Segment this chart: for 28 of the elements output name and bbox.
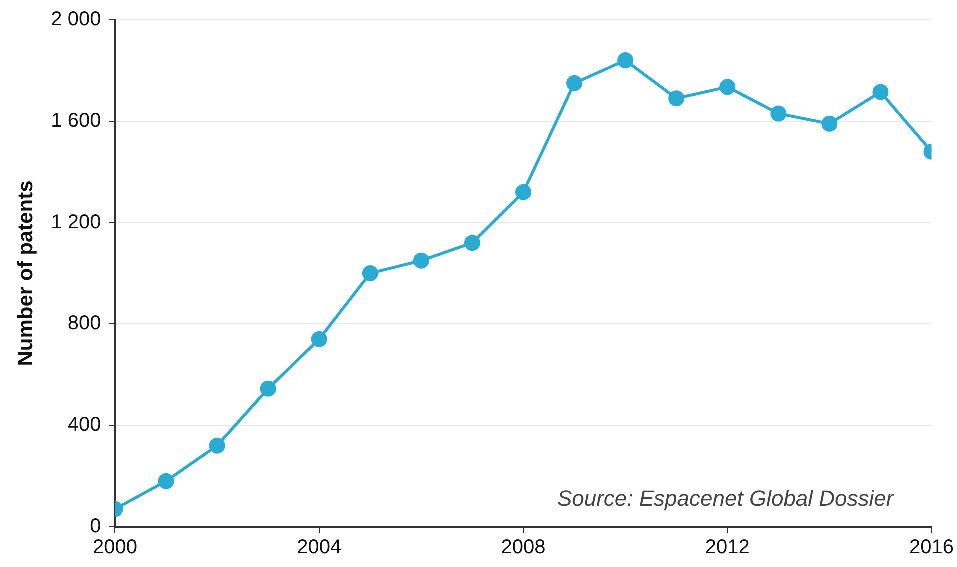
point (311, 331, 328, 348)
y-tick-label: 1 200 (51, 211, 102, 234)
x-tick-label: 2016 (910, 536, 954, 559)
point (260, 380, 276, 397)
y-tick-label: 800 (68, 312, 102, 335)
x-tick-label: 2000 (93, 536, 138, 559)
point (209, 438, 226, 454)
point (516, 184, 532, 200)
y-tick-label: 1 600 (51, 110, 102, 132)
point (362, 266, 378, 282)
y-axis-title: Number of patents (14, 180, 38, 366)
y-tick-label: 2 000 (51, 8, 102, 31)
point (464, 235, 480, 252)
point (566, 75, 583, 92)
point (822, 116, 838, 132)
x-tick-label: 2004 (297, 536, 342, 559)
annotation: Source: Espacenet Global Dossier (557, 486, 896, 512)
point (770, 106, 787, 122)
y-tick-label: 0 (90, 516, 102, 538)
point (158, 473, 174, 490)
point (618, 52, 634, 69)
x-tick-label: 2008 (501, 536, 546, 559)
point (413, 252, 430, 269)
point (668, 90, 685, 107)
point (872, 84, 889, 100)
x-tick-label: 2012 (705, 536, 750, 559)
point (720, 79, 736, 96)
y-tick-label: 400 (68, 414, 102, 436)
